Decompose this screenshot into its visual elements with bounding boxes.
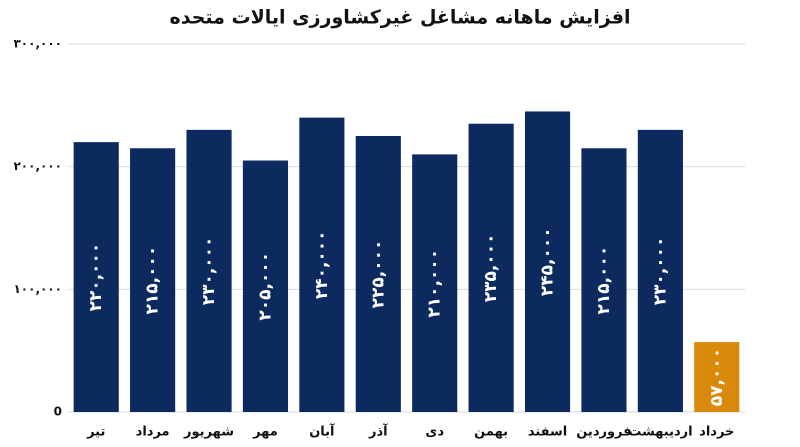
y-tick-label: ۱۰۰,۰۰۰ [13,282,62,296]
bar [412,154,458,412]
bar [130,148,176,412]
x-tick-label: دی [425,425,444,440]
bar [242,160,289,412]
value-label: ۲۲۵,۰۰۰ [368,240,388,309]
bar [581,148,627,412]
bar [186,129,232,412]
value-label: ۲۳۰,۰۰۰ [650,237,670,306]
bar [299,117,345,412]
x-tick-label: خرداد [699,425,734,440]
x-tick-label: فروردین [576,425,631,440]
x-tick-label: بهمن [474,425,508,440]
bar [355,136,401,412]
x-tick-label: مرداد [136,425,170,440]
chart-title: افزایش ماهانه مشاغل غیرکشاورزی ایالات مت… [170,7,631,29]
y-tick-label: ۲۰۰,۰۰۰ [13,159,62,173]
value-label: ۲۱۵,۰۰۰ [143,246,163,315]
value-label: ۵۷,۰۰۰ [707,348,727,406]
x-tick-label: تیر [86,425,105,440]
value-label: ۲۱۰,۰۰۰ [425,249,445,318]
value-label: ۲۳۵,۰۰۰ [481,234,501,303]
value-label: ۲۳۰,۰۰۰ [199,237,219,306]
value-label: ۲۰۵,۰۰۰ [255,252,275,321]
y-tick-label: ۳۰۰,۰۰۰ [13,37,62,51]
bar [468,123,514,412]
value-label: ۲۲۰,۰۰۰ [86,243,106,312]
bar [637,129,683,412]
bar [694,342,740,412]
x-tick-label: اردیبهشت [628,425,692,440]
bar [73,142,119,412]
bar [524,111,571,412]
x-tick-label: مهر [252,425,278,440]
x-tick-label: اسفند [528,425,567,440]
value-label: ۲۱۵,۰۰۰ [594,246,614,315]
value-label: ۲۴۰,۰۰۰ [312,230,332,299]
y-tick-label: 0 [54,405,62,419]
x-tick-label: آبان [309,423,335,440]
x-tick-label: شهریور [183,425,234,440]
x-tick-label: آذر [368,423,388,440]
value-label: ۲۴۵,۰۰۰ [538,227,558,296]
